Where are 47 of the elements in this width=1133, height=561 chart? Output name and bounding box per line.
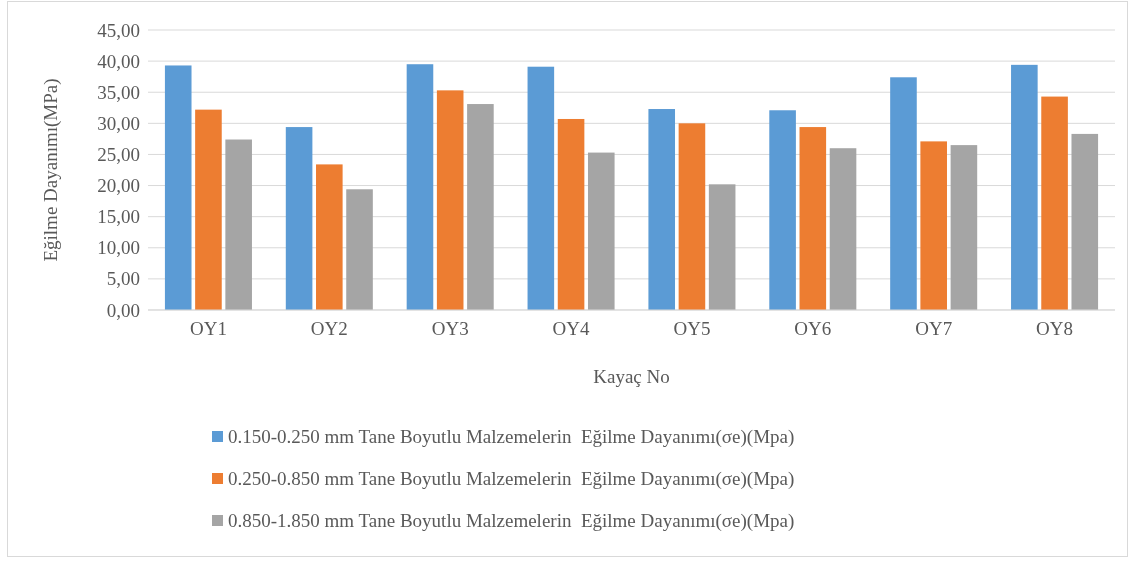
x-tick-label: OY8	[1036, 318, 1074, 340]
bar	[557, 118, 585, 310]
x-tick-label: OY4	[552, 318, 591, 340]
legend-label: 0.150-0.250 mm Tane Boyutlu Malzemelerin Eğilme Dayanımı(σe)(Mpa)	[228, 426, 795, 448]
y-tick-label: 15,00	[97, 206, 140, 228]
bar	[316, 164, 343, 310]
bar	[950, 145, 978, 310]
bar	[829, 148, 857, 310]
bar	[436, 90, 464, 310]
bar	[195, 109, 222, 310]
bar	[346, 189, 373, 310]
y-tick-label: 20,00	[97, 175, 140, 197]
bar	[1041, 96, 1068, 310]
y-tick-label: 10,00	[97, 237, 140, 259]
x-tick-label: OY7	[915, 318, 953, 340]
y-tick-label: 25,00	[97, 144, 140, 166]
legend-label: 0.850-1.850 mm Tane Boyutlu Malzemelerin Eğilme Dayanımı(σe)(Mpa)	[228, 510, 795, 532]
bar	[225, 139, 252, 310]
y-axis-title: Eğilme Dayanımı(MPa)	[40, 78, 62, 262]
y-tick-label: 5,00	[106, 268, 140, 290]
x-tick-label: OY1	[189, 318, 227, 340]
bar	[285, 127, 313, 310]
bar	[708, 184, 736, 310]
y-tick-label: 40,00	[97, 50, 140, 72]
y-tick-label: 0,00	[106, 299, 140, 321]
legend-label: 0.250-0.850 mm Tane Boyutlu Malzemelerin Eğilme Dayanımı(σe)(Mpa)	[228, 468, 795, 490]
x-tick-label: OY3	[431, 318, 469, 340]
bar	[164, 65, 192, 310]
y-tick-label: 30,00	[97, 112, 140, 134]
bar	[587, 152, 615, 310]
bar	[769, 110, 796, 310]
bar	[890, 77, 917, 310]
x-tick-label: OY6	[794, 318, 832, 340]
x-tick-label: OY5	[673, 318, 711, 340]
y-tick-label: 45,00	[97, 19, 140, 41]
bar	[799, 127, 827, 310]
x-tick-label: OY2	[310, 318, 348, 340]
bar	[406, 64, 434, 310]
bar	[527, 66, 555, 310]
bar	[648, 109, 676, 310]
bar	[1071, 133, 1099, 310]
bar	[678, 123, 706, 310]
bar	[920, 141, 947, 310]
bar	[467, 104, 494, 310]
x-axis-title: Kayaç No	[593, 366, 670, 387]
y-tick-label: 35,00	[97, 81, 140, 103]
bar	[1011, 64, 1038, 310]
